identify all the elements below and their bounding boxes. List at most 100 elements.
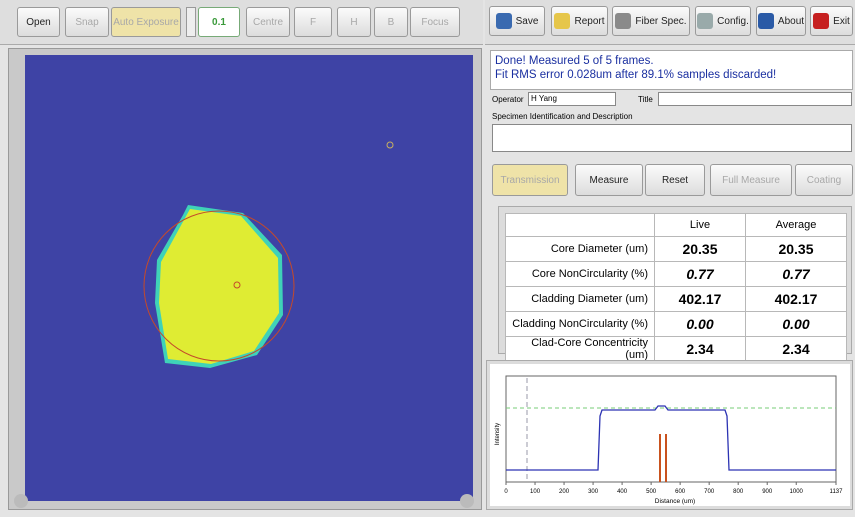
row-label: Cladding Diameter (um) <box>505 286 655 312</box>
button-label: Reset <box>661 174 689 186</box>
button-label: Report <box>574 15 605 27</box>
button-label: F <box>309 16 317 28</box>
x-tick-label: 300 <box>588 489 599 495</box>
toolbar-button[interactable]: Snap <box>65 7 109 37</box>
button-label: Full Measure <box>722 174 780 186</box>
toolbar-button[interactable]: Config. <box>695 6 751 36</box>
toolbar-button[interactable]: Report <box>551 6 608 36</box>
button-label: 0.1 <box>212 16 226 28</box>
toolbar-button[interactable]: Reset <box>645 164 705 196</box>
x-tick-label: 0 <box>504 489 508 495</box>
x-tick-label: 900 <box>762 489 773 495</box>
live-value: 0.77 <box>654 261 746 287</box>
result-row: Core Diameter (um) 20.35 20.35 <box>505 236 847 262</box>
button-label: Fiber Spec. <box>635 15 687 27</box>
result-row: Cladding NonCircularity (%) 0.00 0.00 <box>505 311 847 337</box>
live-value: 2.34 <box>654 336 746 362</box>
x-tick-label: 800 <box>733 489 744 495</box>
toolbar-button[interactable]: Transmission <box>492 164 568 196</box>
button-label: B <box>387 16 395 28</box>
toolbar-button[interactable]: Focus <box>410 7 460 37</box>
status-line: Fit RMS error 0.028um after 89.1% sample… <box>495 69 777 81</box>
toolbar-button[interactable]: B <box>374 7 408 37</box>
button-label: Config. <box>717 15 749 27</box>
button-label: Open <box>26 16 51 28</box>
status-line: Done! Measured 5 of 5 frames. <box>495 55 654 67</box>
slider-handle[interactable] <box>14 494 28 508</box>
operator-field[interactable]: H Yang <box>528 92 616 106</box>
button-icon <box>697 13 714 29</box>
button-icon <box>495 13 512 29</box>
fiber-cladding <box>159 209 279 364</box>
y-axis-label: Intensity <box>495 423 501 445</box>
result-row: Core NonCircularity (%) 0.77 0.77 <box>505 261 847 287</box>
button-label: Save <box>515 15 539 27</box>
live-value: 0.00 <box>654 311 746 337</box>
x-tick-label: 1000 <box>790 489 804 495</box>
toolbar-button[interactable]: About <box>756 6 806 36</box>
specimen-field[interactable] <box>492 124 852 152</box>
plot-frame <box>505 375 837 483</box>
row-label: Core NonCircularity (%) <box>505 261 655 287</box>
toolbar-button[interactable]: Coating <box>795 164 853 196</box>
x-tick-label: 100 <box>530 489 541 495</box>
toolbar-button[interactable]: H <box>337 7 371 37</box>
intensity-trace <box>506 405 836 471</box>
fit-circle <box>143 210 295 362</box>
toolbar-button[interactable]: Save <box>489 6 545 36</box>
button-label: Focus <box>421 16 449 28</box>
slider-handle[interactable] <box>460 494 474 508</box>
button-label: Snap <box>75 16 99 28</box>
x-tick-label: 500 <box>646 489 657 495</box>
column-header: Average <box>745 213 847 237</box>
button-label: About <box>777 15 805 27</box>
toolbar-button[interactable]: Centre <box>246 7 290 37</box>
x-axis-label: Distance (um) <box>655 498 695 505</box>
toolbar-button[interactable]: Measure <box>575 164 643 196</box>
live-value: 402.17 <box>654 286 746 312</box>
toolbar-button[interactable]: 0.1 <box>198 7 240 37</box>
toolbar-button[interactable]: Auto Exposure <box>111 7 181 37</box>
x-tick-label: 1137 <box>830 489 844 495</box>
toolbar-button[interactable]: Exit <box>810 6 853 36</box>
button-label: Transmission <box>500 174 560 186</box>
x-tick-label: 700 <box>704 489 715 495</box>
button-label: Measure <box>589 174 629 186</box>
camera-image <box>25 55 473 501</box>
core-marker <box>233 281 241 289</box>
status-box: Done! Measured 5 of 5 frames. Fit RMS er… <box>490 50 853 90</box>
average-value: 402.17 <box>745 286 847 312</box>
button-icon <box>615 13 632 29</box>
column-header: Live <box>654 213 746 237</box>
specimen-label: Specimen Identification and Description <box>492 112 633 121</box>
button-label: Auto Exposure <box>113 16 179 28</box>
header-row: Live Average <box>505 213 847 237</box>
profile-chart: Intensity Distance (um) 0 100 200 300 400 500… <box>490 364 850 506</box>
row-label: Cladding NonCircularity (%) <box>505 311 655 337</box>
toolbar-button[interactable]: Fiber Spec. <box>612 6 690 36</box>
average-value: 0.77 <box>745 261 847 287</box>
button-label: Coating <box>806 174 842 186</box>
live-value: 20.35 <box>654 236 746 262</box>
row-label: Core Diameter (um) <box>505 236 655 262</box>
x-tick-label: 600 <box>675 489 686 495</box>
button-icon <box>813 13 830 29</box>
button-icon <box>757 13 774 29</box>
button-label: Centre <box>252 16 283 28</box>
button-icon <box>554 13 571 29</box>
result-row: Clad-Core Concentricity (um) 2.34 2.34 <box>505 336 847 362</box>
crosshair <box>386 141 394 149</box>
result-row: Cladding Diameter (um) 402.17 402.17 <box>505 286 847 312</box>
toolbar-button[interactable]: F <box>294 7 332 37</box>
x-tick-label: 400 <box>617 489 628 495</box>
spinner[interactable] <box>186 7 196 37</box>
results-table: Live Average Core Diameter (um) 20.35 20.35 C… <box>505 213 847 362</box>
button-label: Exit <box>833 15 850 27</box>
header-cell <box>505 213 655 237</box>
title-field[interactable] <box>658 92 852 106</box>
operator-label: Operator <box>492 95 524 104</box>
toolbar-button[interactable]: Full Measure <box>710 164 792 196</box>
toolbar-button[interactable]: Open <box>17 7 60 37</box>
average-value: 0.00 <box>745 311 847 337</box>
